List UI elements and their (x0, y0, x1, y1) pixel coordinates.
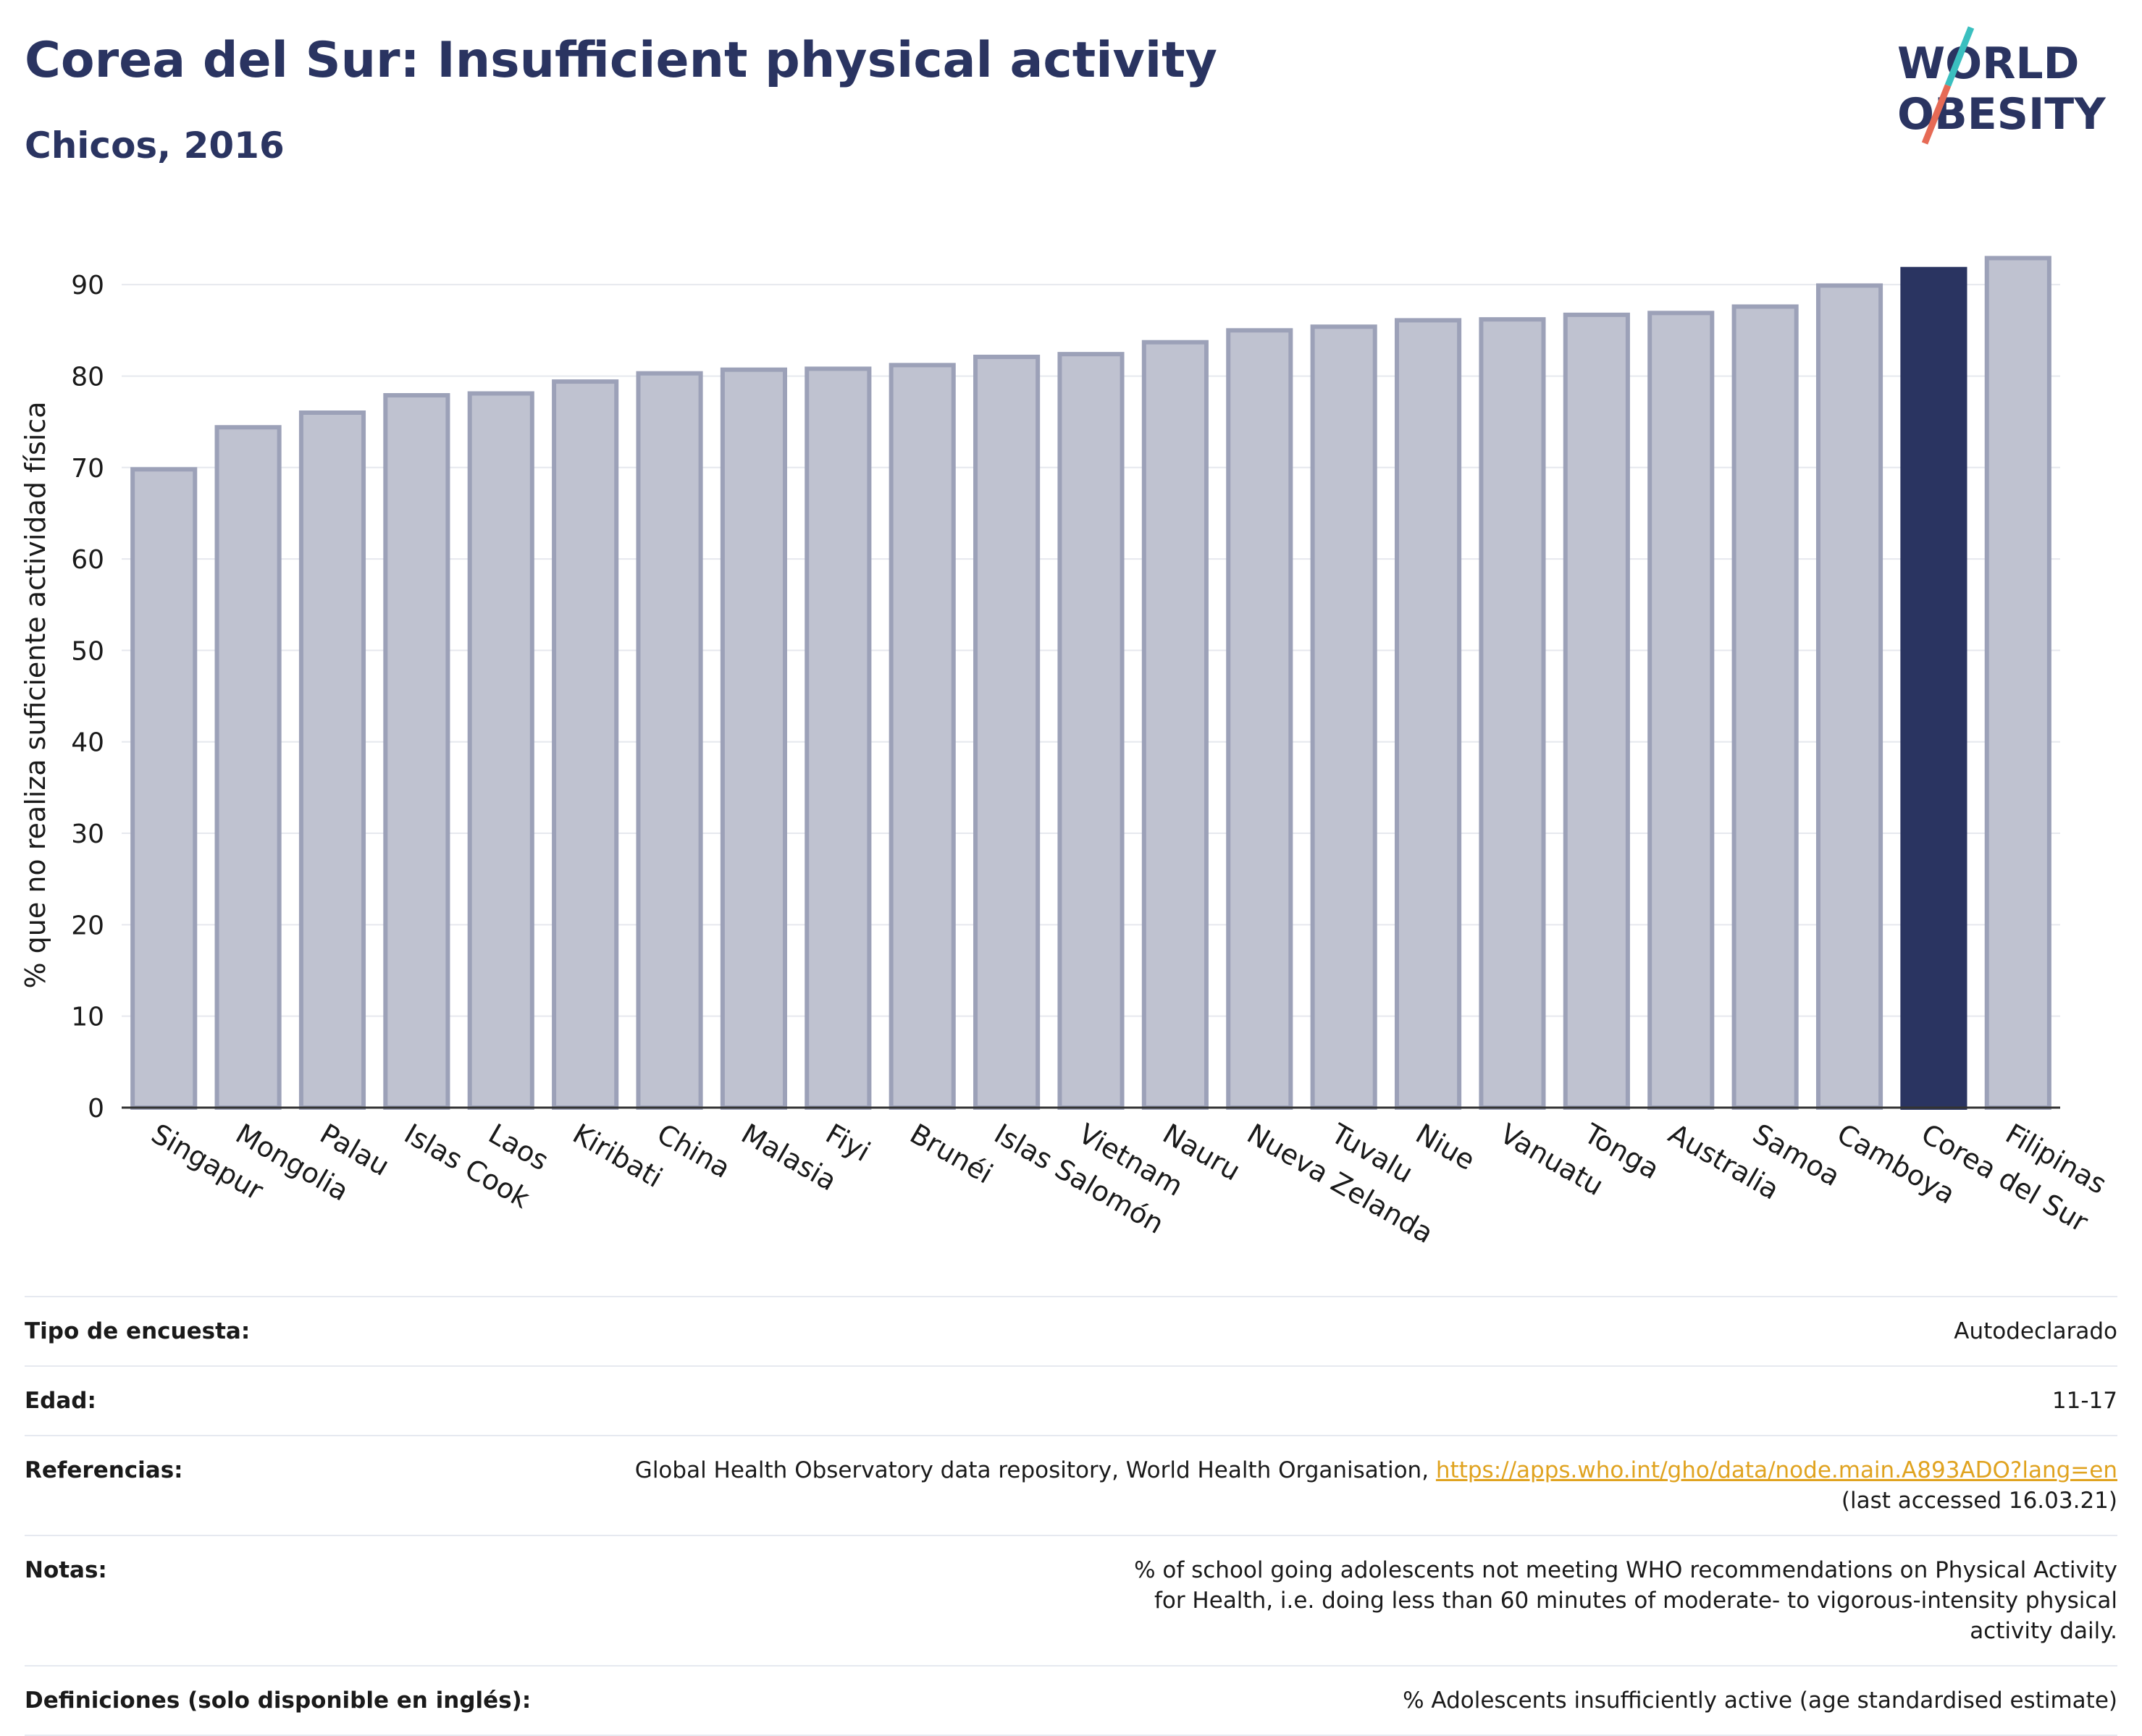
logo-slash-top (1944, 26, 1975, 87)
info-value: % of school going adolescents not meetin… (1134, 1557, 2117, 1644)
info-label: Edad: (25, 1388, 96, 1414)
info-row-definitions: Definiciones (solo disponible en inglés)… (25, 1666, 2117, 1735)
y-tick-label: 20 (71, 911, 104, 940)
y-axis-label: % que no realiza suficiente actividad fí… (20, 402, 51, 989)
info-table: Tipo de encuesta: Autodeclarado Edad: 11… (25, 1296, 2117, 1736)
bar (1984, 256, 2051, 1110)
info-value: 11-17 (2051, 1388, 2117, 1414)
bar (1647, 311, 1715, 1110)
info-row-survey: Tipo de encuesta: Autodeclarado (25, 1297, 2117, 1366)
info-value: % Adolescents insufficiently active (age… (1403, 1687, 2117, 1714)
chart-title: Corea del Sur: Insufficient physical act… (25, 32, 1218, 89)
bar (298, 410, 366, 1110)
bar (1900, 266, 1967, 1110)
reference-text: Global Health Observatory data repositor… (634, 1457, 1436, 1483)
bar (1141, 340, 1209, 1111)
reference-link[interactable]: https://apps.who.int/gho/data/node.main.… (1435, 1457, 2117, 1483)
y-tick-labels: 0 10 20 30 40 50 60 70 80 90 (71, 271, 104, 1124)
logo-line1: WORLD (1897, 38, 2079, 89)
bar (1563, 312, 1630, 1110)
bar (720, 367, 787, 1110)
info-value-references: Global Health Observatory data repositor… (546, 1436, 2117, 1535)
info-row-notes: Notas: % of school going adolescents not… (25, 1535, 2117, 1666)
bar (805, 366, 872, 1110)
x-tick-label: Fiyi (820, 1118, 875, 1168)
reference-accessed: (last accessed 16.03.21) (1841, 1488, 2117, 1514)
bar (214, 425, 282, 1110)
bar (1815, 283, 1883, 1111)
info-label: Notas: (25, 1557, 107, 1583)
info-label: Referencias: (25, 1457, 183, 1483)
chart-subtitle: Chicos, 2016 (25, 125, 285, 167)
x-tick-label: Niue (1411, 1118, 1481, 1176)
bar (383, 393, 450, 1110)
y-tick-label: 50 (71, 636, 104, 666)
bar (636, 371, 703, 1110)
bar (552, 379, 619, 1110)
bar (973, 354, 1041, 1110)
info-row-age: Edad: 11-17 (25, 1366, 2117, 1436)
y-tick-label: 70 (71, 454, 104, 484)
info-label: Definiciones (solo disponible en inglés)… (25, 1687, 532, 1714)
bar (1395, 318, 1462, 1111)
y-tick-label: 40 (71, 728, 104, 758)
x-tick-label: China (652, 1118, 736, 1184)
bar (1310, 324, 1377, 1110)
logo-slash-bottom (1921, 84, 1952, 145)
bars (130, 256, 2051, 1111)
x-tick-label: Malasia (736, 1118, 841, 1197)
y-tick-label: 0 (88, 1094, 104, 1124)
x-tick-label: Brunéi (904, 1118, 998, 1190)
bar (889, 363, 956, 1110)
bar (130, 467, 198, 1110)
info-row-references: Referencias: Global Health Observatory d… (25, 1436, 2117, 1535)
x-tick-label: Kiribati (568, 1118, 668, 1194)
y-tick-label: 90 (71, 271, 104, 300)
info-value: Autodeclarado (1954, 1318, 2117, 1344)
bar (1731, 304, 1799, 1111)
bar (1479, 317, 1546, 1111)
bar (467, 391, 534, 1110)
bar-chart: 0 10 20 30 40 50 60 70 80 90 SingapurMongoliaPala… (20, 256, 2112, 1250)
y-tick-label: 80 (71, 362, 104, 392)
world-obesity-logo: WORLD OBESITY (1897, 26, 2107, 145)
bar (1226, 328, 1293, 1110)
bar (1057, 352, 1125, 1111)
y-tick-label: 10 (71, 1003, 104, 1032)
info-label: Tipo de encuesta: (25, 1318, 251, 1344)
y-tick-label: 30 (71, 819, 104, 849)
y-tick-label: 60 (71, 545, 104, 575)
